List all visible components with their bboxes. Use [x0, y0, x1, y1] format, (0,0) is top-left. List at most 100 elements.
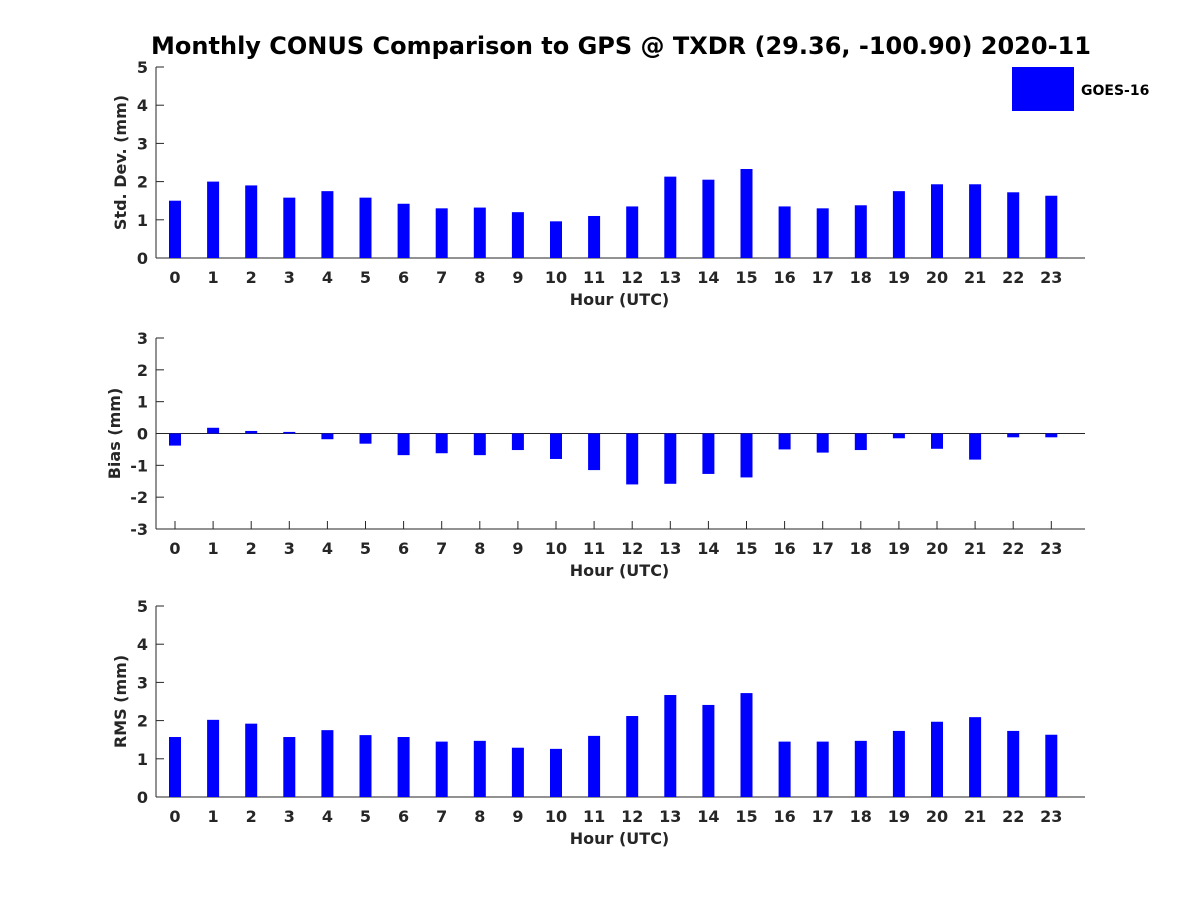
x-tick-label: 9 [512, 268, 523, 287]
x-tick-label: 10 [545, 268, 567, 287]
y-tick-label: -2 [130, 488, 148, 507]
y-axis-label: Std. Dev. (mm) [111, 95, 130, 230]
x-tick-label: 11 [583, 539, 605, 558]
x-tick-label: 0 [169, 539, 180, 558]
y-tick-label: 4 [137, 96, 148, 115]
x-tick-label: 8 [474, 268, 485, 287]
x-tick-label: 6 [398, 807, 409, 826]
legend-swatch-goes-16 [1012, 67, 1074, 111]
x-tick-label: 2 [246, 268, 257, 287]
y-tick-label: 3 [137, 673, 148, 692]
bar [473, 433, 486, 456]
bar [511, 212, 524, 258]
x-tick-label: 22 [1002, 268, 1024, 287]
bar [283, 737, 296, 797]
x-tick-label: 19 [888, 807, 910, 826]
y-tick-label: 3 [137, 329, 148, 348]
x-tick-label: 21 [964, 539, 986, 558]
bar [283, 197, 296, 258]
x-tick-label: 5 [360, 539, 371, 558]
x-tick-label: 12 [621, 268, 643, 287]
x-tick-label: 19 [888, 539, 910, 558]
x-tick-label: 22 [1002, 807, 1024, 826]
x-tick-label: 2 [246, 807, 257, 826]
y-tick-label: 0 [137, 788, 148, 807]
bar [321, 730, 334, 797]
bar [778, 741, 791, 797]
x-tick-label: 13 [659, 539, 681, 558]
bar [931, 721, 943, 797]
bar [778, 206, 791, 258]
x-axis-label: Hour (UTC) [570, 829, 670, 848]
x-axis-label: Hour (UTC) [570, 290, 670, 309]
x-tick-label: 17 [812, 539, 834, 558]
bar [969, 717, 982, 797]
x-tick-label: 5 [360, 268, 371, 287]
bar [473, 740, 486, 797]
y-tick-label: 1 [137, 211, 148, 230]
x-tick-label: 6 [398, 268, 409, 287]
y-tick-label: 1 [137, 393, 148, 412]
x-tick-label: 14 [697, 807, 719, 826]
bar [169, 433, 181, 446]
bar [664, 433, 677, 484]
bar [1007, 192, 1020, 258]
y-tick-label: 0 [137, 425, 148, 444]
bar [1045, 195, 1058, 258]
bar [1007, 433, 1020, 438]
bar [473, 207, 486, 258]
x-tick-label: 20 [926, 539, 948, 558]
bar [550, 433, 562, 459]
bar [892, 191, 905, 258]
x-tick-label: 12 [621, 539, 643, 558]
bar [740, 168, 753, 258]
bar [1045, 433, 1058, 438]
bar [1007, 730, 1020, 797]
bar [169, 737, 181, 797]
bar [397, 737, 410, 797]
bar [931, 433, 943, 449]
x-tick-label: 9 [512, 807, 523, 826]
bar [588, 215, 601, 258]
x-tick-label: 18 [850, 807, 872, 826]
y-tick-label: 2 [137, 361, 148, 380]
x-tick-label: 6 [398, 539, 409, 558]
chart-title: Monthly CONUS Comparison to GPS @ TXDR (… [151, 32, 1091, 60]
x-tick-label: 10 [545, 807, 567, 826]
bar [588, 735, 601, 797]
bar [702, 704, 715, 797]
bar [435, 208, 448, 258]
x-tick-label: 15 [735, 539, 757, 558]
x-tick-label: 12 [621, 807, 643, 826]
y-tick-label: 2 [137, 712, 148, 731]
x-tick-label: 17 [812, 268, 834, 287]
x-tick-label: 10 [545, 539, 567, 558]
x-tick-label: 4 [322, 268, 333, 287]
bar [245, 723, 258, 797]
x-tick-label: 15 [735, 268, 757, 287]
bar [740, 693, 753, 797]
bar [854, 205, 867, 258]
y-tick-label: 2 [137, 173, 148, 192]
bar [207, 181, 220, 258]
x-tick-label: 1 [208, 268, 219, 287]
x-tick-label: 15 [735, 807, 757, 826]
x-tick-label: 13 [659, 268, 681, 287]
x-tick-label: 3 [284, 539, 295, 558]
bar [359, 433, 372, 444]
bar [626, 433, 639, 485]
bar [626, 206, 639, 258]
x-tick-label: 3 [284, 268, 295, 287]
bar [702, 433, 715, 474]
x-tick-label: 11 [583, 268, 605, 287]
bar [207, 719, 220, 797]
bar [359, 735, 372, 797]
x-tick-label: 1 [208, 539, 219, 558]
bar [892, 730, 905, 797]
x-tick-label: 8 [474, 807, 485, 826]
bar [321, 433, 334, 440]
x-tick-label: 14 [697, 268, 719, 287]
bar [283, 431, 296, 434]
